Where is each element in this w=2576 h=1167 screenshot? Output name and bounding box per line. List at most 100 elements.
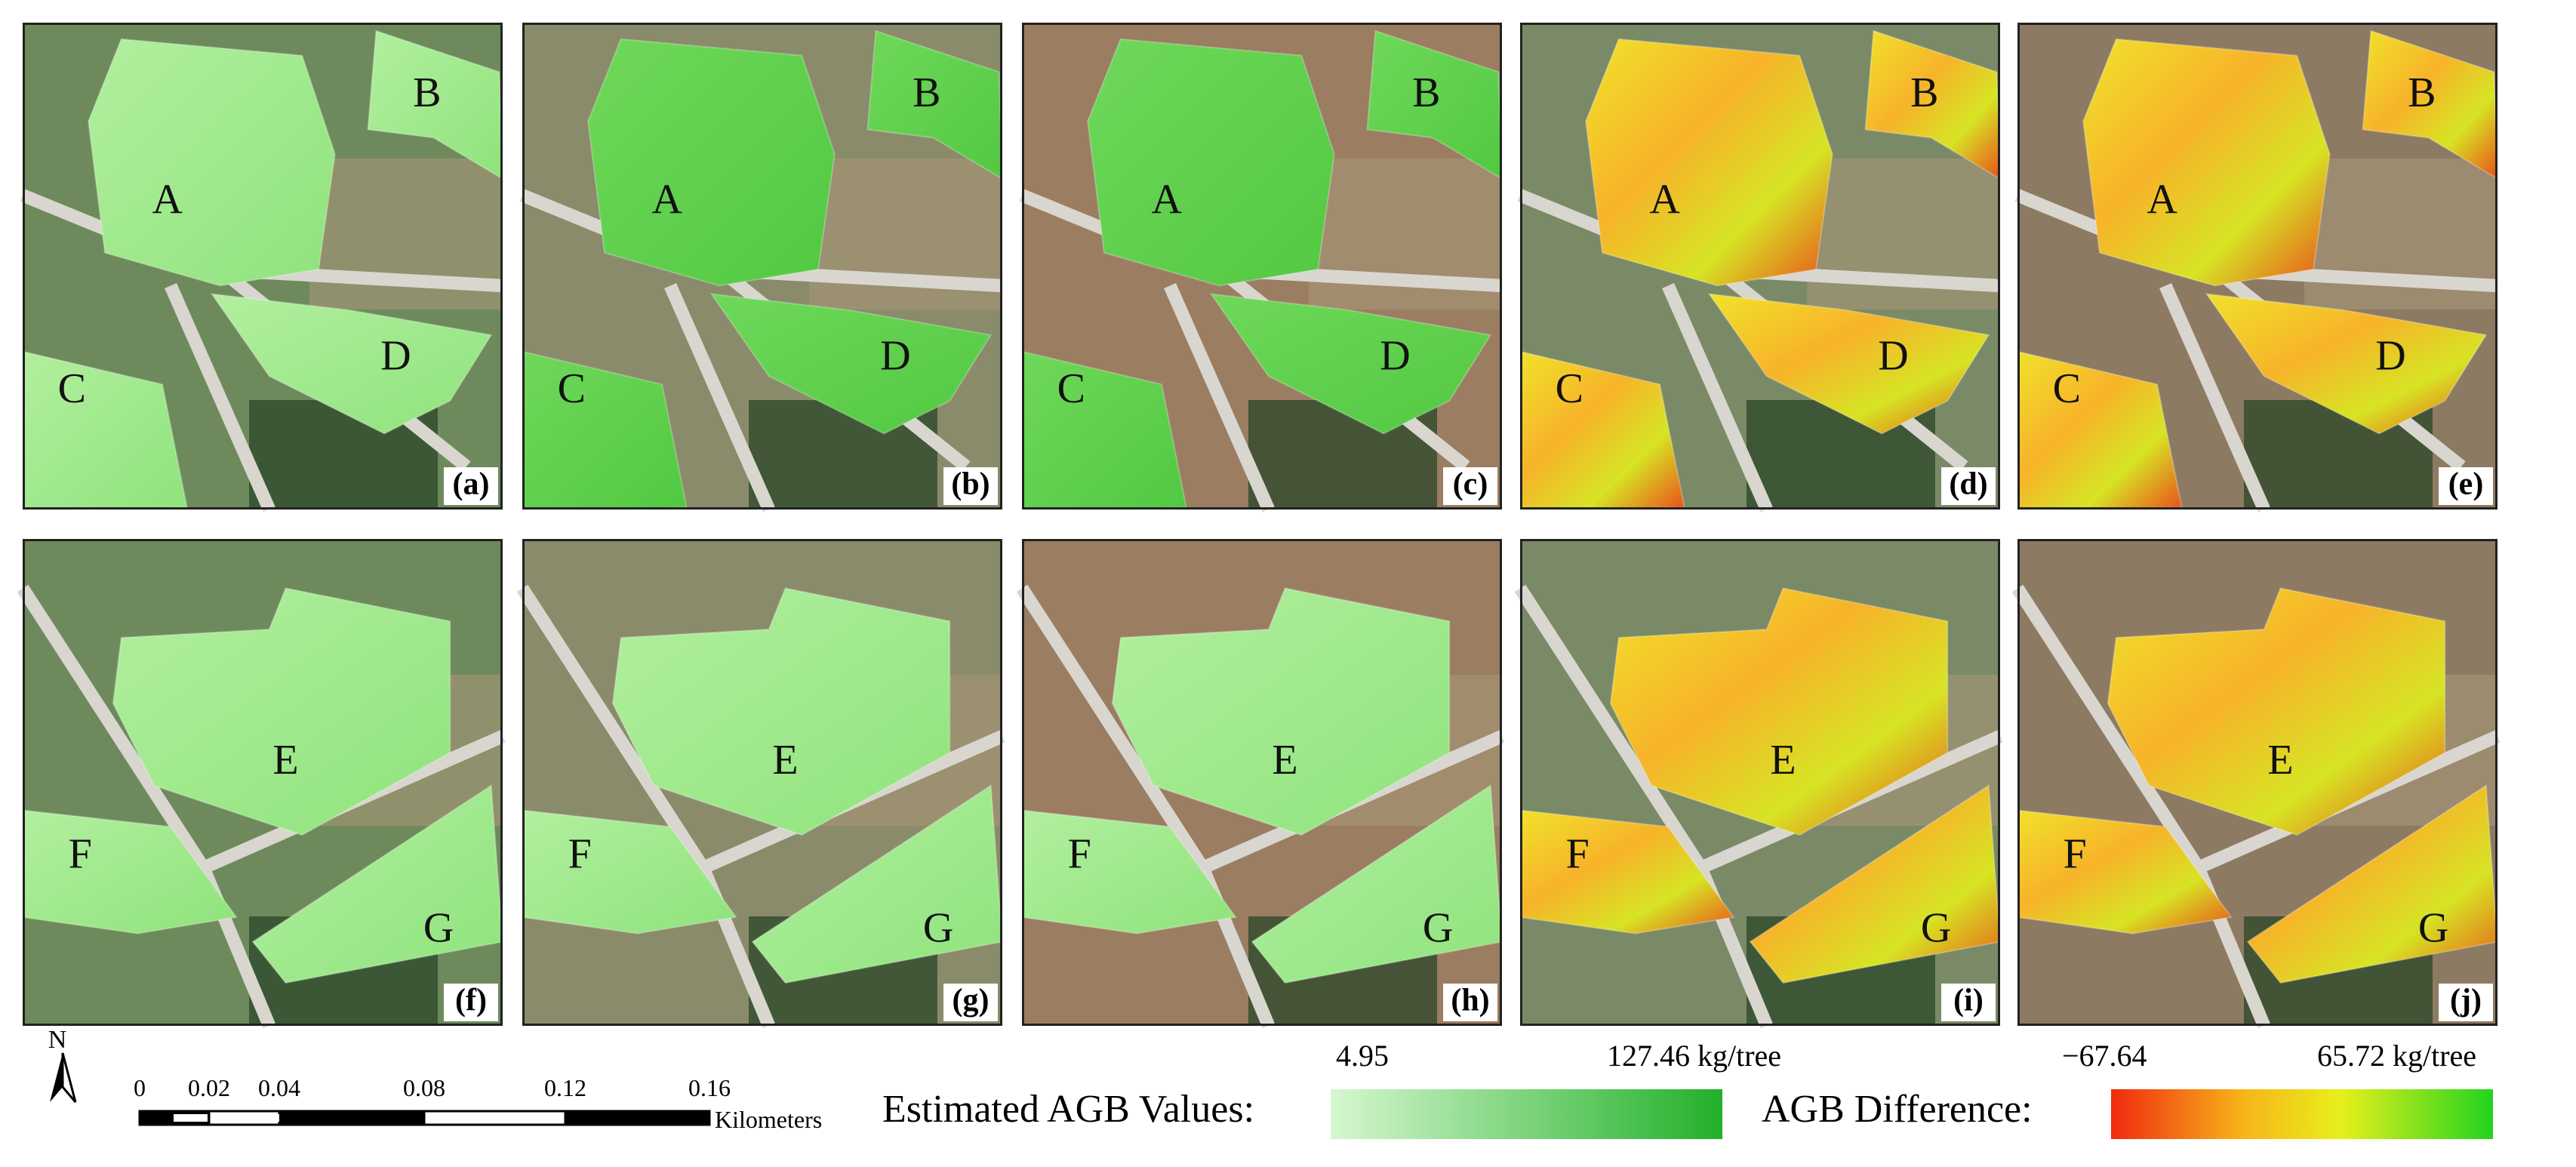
tree-stand: [1209, 293, 1492, 435]
region-label: A: [1649, 176, 1680, 223]
map-panel: A B C D (a): [20, 23, 504, 513]
region-label: G: [1921, 904, 1951, 951]
region-label: B: [1412, 69, 1440, 116]
scale-segment: [564, 1110, 711, 1126]
tree-stand: [2205, 293, 2488, 435]
scale-segment: [174, 1114, 208, 1122]
tree-stand: [2107, 587, 2446, 836]
panel-label: (h): [1451, 984, 1489, 1018]
legend-max: 65.72 kg/tree: [2317, 1039, 2476, 1073]
tree-stand: [2362, 29, 2499, 180]
tree-stand: [367, 29, 504, 180]
scale-tick-label: 0.04: [258, 1074, 300, 1101]
scale-tick-label: 0.08: [403, 1074, 445, 1101]
region-label: F: [69, 830, 92, 877]
legend-area: N Estimated AGB Values: 4.95 127.46 kg/t…: [48, 1026, 2493, 1139]
region-label: E: [1770, 737, 1796, 784]
panel-border: [23, 23, 503, 510]
region-label: D: [1380, 332, 1410, 379]
region-label: A: [1151, 176, 1182, 223]
tree-stand: [587, 38, 836, 287]
map-panel: E F G (i): [1514, 539, 2003, 1029]
panel-label: (d): [1949, 467, 1987, 502]
region-label: G: [2418, 904, 2448, 951]
legend-max: 127.46 kg/tree: [1607, 1039, 1781, 1073]
north-label: N: [48, 1026, 67, 1054]
region-label: F: [568, 830, 592, 877]
map-panel: E F G (h): [1016, 539, 1505, 1029]
scale-unit: Kilometers: [715, 1106, 822, 1133]
region-label: D: [1878, 332, 1908, 379]
map-panel: E F G(g): [516, 539, 1005, 1029]
legend-title: AGB Difference:: [1762, 1088, 2033, 1131]
region-label: E: [772, 737, 798, 784]
region-label: A: [2147, 176, 2177, 223]
region-label: F: [1566, 830, 1590, 877]
north-arrow: [61, 1052, 77, 1103]
panel-label: (g): [953, 984, 989, 1018]
panel-label: (e): [2448, 467, 2484, 502]
legend-title: Estimated AGB Values:: [882, 1088, 1254, 1131]
tree-stand: [1585, 38, 1833, 287]
tree-stand: [210, 293, 493, 435]
map-panel: A B C D (c): [1019, 23, 1503, 513]
panel-label: (i): [1953, 984, 1984, 1018]
panel-label-box: [943, 467, 998, 505]
color-ramp: [1331, 1089, 1722, 1139]
panel-border: [522, 23, 1002, 510]
map-panel: A B C D (e): [2014, 23, 2499, 513]
panels: ABCD(a)ABCD(b)ABCD(c)ABCD(d)ABCD(e)EFG(f…: [17, 23, 2501, 1029]
region-label: E: [1272, 737, 1297, 784]
region-label: C: [2053, 365, 2081, 412]
panel-label-box: [444, 467, 498, 505]
scale-segment: [423, 1110, 567, 1126]
panel-border: [522, 539, 1002, 1026]
panel-border: [1022, 23, 1502, 510]
tree-stand: [1366, 29, 1503, 180]
panel-border: [1520, 23, 2000, 510]
region-label: B: [913, 69, 940, 116]
panel-border: [23, 539, 503, 1026]
panel-label-box: [1443, 984, 1497, 1021]
panel-label-box: [2439, 984, 2493, 1021]
region-label: A: [651, 176, 682, 223]
legend-min: 4.95: [1336, 1039, 1389, 1073]
map-panel: A B C D (b): [519, 23, 1004, 513]
region-label: A: [152, 176, 183, 223]
region-label: C: [558, 365, 586, 412]
region-label: D: [2375, 332, 2405, 379]
tree-stand: [1864, 29, 2002, 180]
panel-label-box: [1443, 467, 1497, 505]
panel-label: (b): [951, 467, 989, 502]
panel-label: (j): [2450, 984, 2482, 1018]
scale-segment: [245, 1114, 279, 1122]
scale-tick-label: 0: [134, 1074, 146, 1101]
region-label: G: [1423, 904, 1453, 951]
panel-label-box: [943, 984, 998, 1021]
panel-label: (a): [453, 467, 490, 502]
tree-stand: [611, 587, 951, 836]
tree-stand: [88, 38, 336, 287]
region-label: C: [1057, 365, 1085, 412]
region-label: B: [413, 69, 441, 116]
tree-stand: [709, 293, 993, 435]
tree-stand: [866, 29, 1004, 180]
panel-label: (c): [1453, 467, 1488, 502]
region-label: G: [423, 904, 454, 951]
map-panel: A B C D (d): [1517, 23, 2002, 513]
tree-stand: [1609, 587, 1949, 836]
region-label: E: [2267, 737, 2293, 784]
tree-stand: [1087, 38, 1335, 287]
region-label: D: [380, 332, 411, 379]
region-label: F: [2064, 830, 2087, 877]
scale-tick-label: 0.12: [544, 1074, 586, 1101]
scale-segment: [278, 1110, 426, 1126]
panel-label-box: [2439, 467, 2493, 505]
panel-label-box: [1941, 984, 1996, 1021]
region-label: F: [1068, 830, 1091, 877]
map-panel: E F G (j): [2011, 539, 2501, 1029]
tree-stand: [1707, 293, 1990, 435]
panel-label-box: [444, 984, 498, 1021]
